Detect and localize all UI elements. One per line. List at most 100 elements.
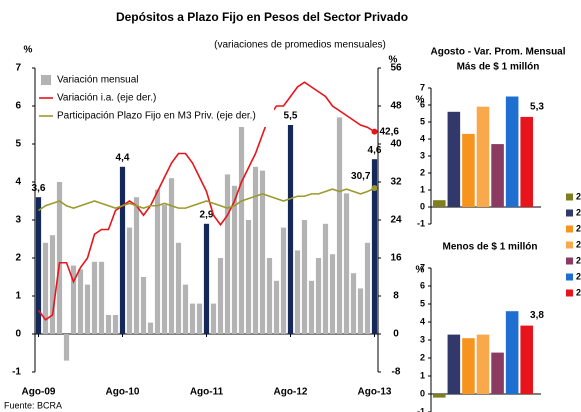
chart-title: Depósitos a Plazo Fijo en Pesos del Sect… [116, 10, 408, 24]
bar [112, 315, 119, 334]
y-tick-label: 4 [420, 133, 425, 143]
y2-tick-label: 16 [390, 253, 402, 264]
bar [119, 166, 126, 334]
data-label: 30,7 [351, 171, 371, 182]
bar [315, 258, 322, 334]
y2-tick-label: 40 [390, 139, 402, 150]
bar [301, 220, 308, 334]
y2-tick-label: 56 [390, 63, 402, 74]
y-tick-label: 2 [420, 352, 425, 362]
bar [175, 242, 182, 334]
y-tick-label: 5 [15, 139, 21, 150]
y-tick-label: 6 [420, 280, 425, 290]
y-axis-label: % [24, 45, 33, 56]
bar [491, 352, 504, 394]
y2-tick-label: 48 [390, 101, 402, 112]
legend-swatch [566, 289, 573, 297]
y-axis-label: % [416, 265, 425, 276]
y-tick-label: 5 [420, 116, 425, 126]
bar [140, 277, 147, 334]
y-tick-label: 1 [420, 370, 425, 380]
y2-tick-label: 24 [390, 215, 402, 226]
bar [56, 182, 63, 334]
y2-tick-label: 0 [393, 329, 399, 340]
bar [126, 227, 133, 334]
bar [433, 394, 446, 398]
y-tick-label: 7 [420, 262, 425, 272]
legend-swatch [566, 257, 573, 265]
bar [84, 284, 91, 334]
y-tick-label: 0 [15, 329, 21, 340]
bar [182, 284, 189, 334]
data-label: 2,9 [200, 209, 214, 220]
x-tick-label: Ago-13 [358, 387, 392, 398]
legend-swatch [566, 273, 573, 281]
bar [322, 223, 329, 334]
y2-tick-label: -8 [392, 367, 401, 378]
y-tick-label: 5 [420, 298, 425, 308]
y-tick-label: 0 [420, 388, 425, 398]
bar [154, 189, 161, 334]
y-tick-label: 6 [15, 101, 21, 112]
legend-label: 2009 [576, 223, 581, 233]
legend-swatch [41, 75, 51, 85]
y-tick-label: 3 [420, 334, 425, 344]
bar [357, 288, 364, 334]
bar [203, 223, 210, 334]
line [37, 81, 375, 321]
x-tick-label: Ago-09 [22, 387, 56, 398]
bar [245, 220, 252, 334]
bar [520, 116, 533, 207]
bar [105, 315, 112, 334]
y-tick-label: 2 [420, 167, 425, 177]
panel-title: Agosto - Var. Prom. Mensual [430, 47, 565, 58]
legend-label: 2011 [576, 255, 581, 265]
bar [364, 242, 371, 334]
bar [447, 334, 461, 394]
panel-title: Menos de $ 1 millón [442, 242, 537, 253]
y-tick-label: 7 [420, 82, 425, 92]
bar [329, 254, 336, 334]
data-label: 4,6 [368, 145, 382, 156]
bar [231, 185, 238, 334]
y2-tick-label: 8 [393, 291, 399, 302]
y-tick-label: 0 [420, 201, 425, 211]
legend-label: Variación i.a. (eje der.) [57, 93, 156, 104]
legend-swatch [566, 209, 573, 217]
y-tick-label: -1 [417, 218, 425, 228]
legend-box [38, 73, 274, 127]
bar [308, 280, 315, 334]
bar [280, 227, 287, 334]
bar [35, 197, 42, 334]
y-tick-label: -1 [12, 367, 21, 378]
bar [49, 235, 56, 334]
y-tick-label: -1 [417, 406, 425, 412]
bar [350, 273, 357, 334]
bar [252, 166, 259, 334]
legend-label: 2013 [576, 287, 581, 297]
x-tick-label: Ago-12 [274, 387, 308, 398]
bar [196, 303, 203, 334]
bar [91, 261, 98, 334]
legend-swatch [566, 193, 573, 201]
bar [371, 159, 378, 334]
end-marker [371, 185, 378, 192]
bar [476, 334, 490, 394]
y-tick-label: 4 [420, 316, 425, 326]
data-label: 42,6 [380, 126, 400, 137]
legend-label: 2007 [576, 191, 581, 201]
bar [266, 258, 273, 334]
bar [491, 144, 504, 207]
bar [505, 311, 519, 394]
bar [336, 117, 343, 335]
y2-tick-label: 32 [390, 177, 402, 188]
data-label: 5,5 [284, 111, 298, 122]
y2-axis-label: % [389, 55, 398, 66]
bar [147, 322, 154, 334]
bar [77, 269, 84, 334]
legend-swatch [566, 241, 573, 249]
y-axis-label: % [416, 95, 425, 106]
bar [433, 200, 446, 207]
legend-label: Participación Plazo Fijo en M3 Priv. (ej… [57, 111, 256, 122]
